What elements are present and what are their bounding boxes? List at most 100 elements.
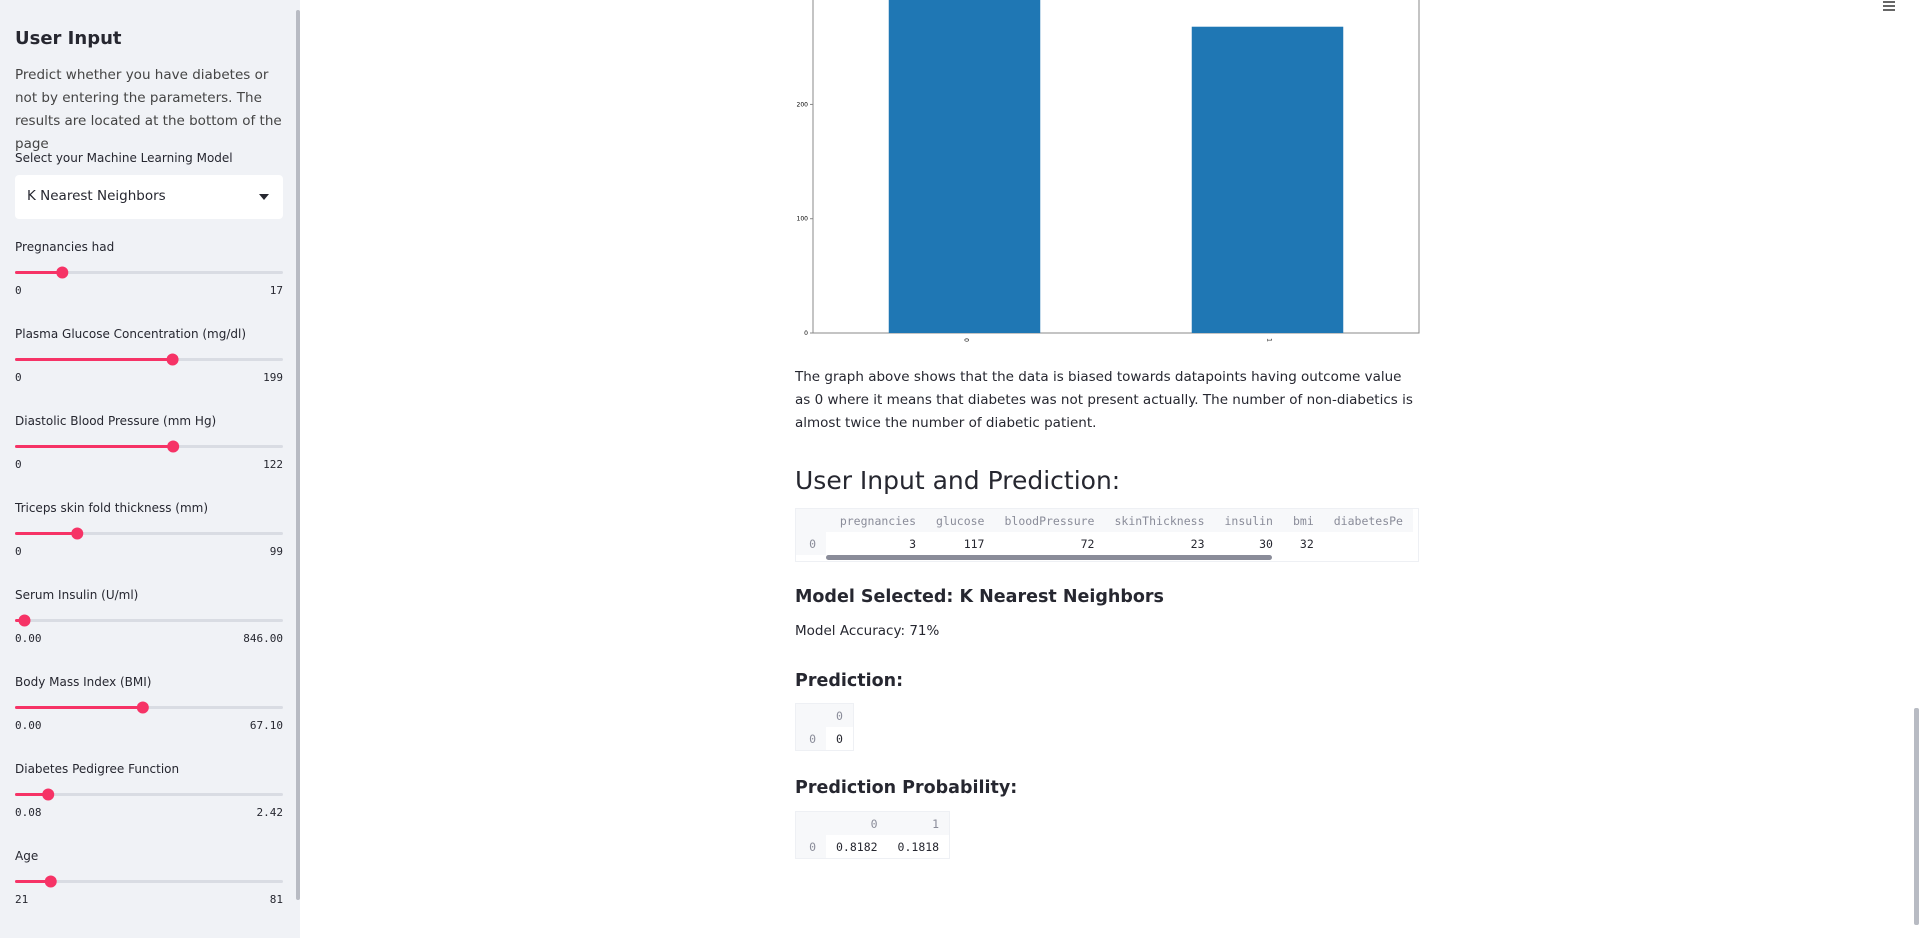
- column-header: diabetesPe: [1323, 509, 1413, 532]
- sidebar-scrollbar[interactable]: [296, 10, 300, 900]
- sidebar: User Input Predict whether you have diab…: [0, 0, 300, 938]
- slider-thumb: [56, 266, 69, 279]
- data-row: 0 3 117 72 23 30 32: [796, 532, 1413, 555]
- x-tick-label: 1: [1266, 338, 1273, 342]
- slider-min: 0: [15, 371, 22, 384]
- y-tick-label: 200: [797, 101, 809, 108]
- column-header: bloodPressure: [994, 509, 1105, 532]
- axes-frame: [812, 0, 1420, 334]
- slider[interactable]: [15, 438, 285, 454]
- accuracy: Model Accuracy: 71%: [795, 623, 940, 639]
- column-header: pregnancies: [826, 509, 926, 532]
- section-title: User Input and Prediction:: [795, 466, 1121, 495]
- x-tick-label: 0: [963, 338, 970, 342]
- slider-label: Age: [15, 849, 39, 863]
- slider-label: Triceps skin fold thickness (mm): [15, 501, 209, 515]
- cell: 0: [836, 731, 843, 746]
- sidebar-title: User Input: [15, 28, 122, 49]
- slider-max: 122: [263, 458, 283, 471]
- column-header: glucose: [926, 509, 995, 532]
- slider-thumb: [18, 614, 31, 627]
- select-label: Select your Machine Learning Model: [15, 151, 233, 165]
- page-scrollbar[interactable]: [1914, 708, 1919, 925]
- probability-table: 0 1 0 0.8182 0.1818: [795, 811, 951, 859]
- column-header: 0: [826, 812, 888, 835]
- cell: 0.8182: [836, 839, 878, 854]
- slider[interactable]: [15, 525, 285, 541]
- slider-label: Diastolic Blood Pressure (mm Hg): [15, 414, 217, 428]
- bar: [888, 0, 1041, 334]
- slider[interactable]: [15, 699, 285, 715]
- data-table: 0 1 0 0.8182 0.1818: [796, 812, 950, 858]
- slider-max: 81: [269, 893, 283, 906]
- column-header: 0: [826, 704, 853, 727]
- index-header: [796, 509, 826, 532]
- input-table: pregnancies glucose bloodPressure skinThick…: [795, 508, 1419, 562]
- model-select[interactable]: K Nearest Neighbors: [15, 175, 283, 219]
- slider-max: 199: [263, 371, 283, 384]
- column-header: 1: [887, 812, 950, 835]
- slider-fill: [15, 271, 63, 274]
- slider-fill: [15, 445, 174, 448]
- slider-max: 846.00: [243, 632, 283, 645]
- column-header: insulin: [1214, 509, 1283, 532]
- y-tick-label: 0: [804, 330, 808, 337]
- slider-track: [15, 619, 283, 622]
- row-index: 0: [796, 532, 826, 555]
- slider-label: Serum Insulin (U/ml): [15, 588, 139, 602]
- slider-fill: [15, 532, 78, 535]
- slider-thumb: [167, 440, 180, 453]
- table-scrollbar[interactable]: [826, 555, 1272, 560]
- prediction-heading: Prediction:: [795, 671, 904, 691]
- slider-track: [15, 880, 283, 883]
- slider-label: Diabetes Pedigree Function: [15, 762, 180, 776]
- slider-track: [15, 793, 283, 796]
- slider-label: Body Mass Index (BMI): [15, 675, 152, 689]
- paragraph: The graph above shows that the data is b…: [795, 369, 1413, 431]
- slider-fill: [15, 880, 51, 883]
- slider[interactable]: [15, 612, 285, 628]
- slider[interactable]: [15, 264, 285, 280]
- slider-thumb: [42, 788, 55, 801]
- slider-label: Pregnancies had: [15, 240, 115, 254]
- slider[interactable]: [15, 351, 285, 367]
- menu-icon[interactable]: [1881, 0, 1897, 12]
- index-header: [796, 704, 826, 727]
- data-row: 0 0.8182 0.1818: [796, 835, 949, 858]
- cell: 32: [1299, 536, 1314, 551]
- slider-thumb: [136, 701, 149, 714]
- slider-thumb: [71, 527, 84, 540]
- slider-label: Plasma Glucose Concentration (mg/dl): [15, 327, 247, 341]
- column-header: bmi: [1282, 509, 1324, 532]
- chart: 0 100 200 0 1: [797, 0, 1420, 342]
- slider-thumb: [166, 353, 179, 366]
- header-row: 0: [796, 704, 853, 727]
- slider-thumb: [44, 875, 57, 888]
- row-index: 0: [796, 727, 826, 750]
- slider-max: 17: [269, 284, 283, 297]
- slider-min: 0: [15, 545, 22, 558]
- cell: 23: [1190, 536, 1205, 551]
- sidebar-description: Predict whether you have diabetes or not…: [15, 67, 282, 152]
- y-tick-label: 100: [797, 216, 809, 223]
- slider-fill: [15, 358, 173, 361]
- slider[interactable]: [15, 786, 285, 802]
- slider-min: 0: [15, 284, 22, 297]
- slider-max: 99: [269, 545, 283, 558]
- slider-max: 67.10: [249, 719, 283, 732]
- cell: 0.1818: [897, 839, 940, 854]
- column-header: skinThickness: [1104, 509, 1215, 532]
- slider-fill: [15, 793, 49, 796]
- cell: 72: [1080, 536, 1095, 551]
- cell: 117: [963, 536, 985, 551]
- slider-track: [15, 271, 283, 274]
- cell: 30: [1259, 536, 1273, 551]
- slider[interactable]: [15, 873, 285, 889]
- slider-min: 0.00: [15, 719, 42, 732]
- slider-fill: [15, 706, 143, 709]
- slider-min: 0.08: [15, 806, 42, 819]
